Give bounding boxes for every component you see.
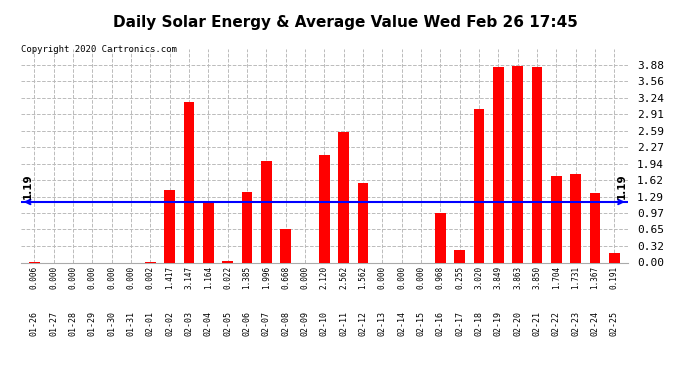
Text: 0.000: 0.000 [378, 266, 387, 290]
Text: 02-03: 02-03 [184, 311, 193, 336]
Text: 02-18: 02-18 [475, 311, 484, 336]
Text: 0.668: 0.668 [281, 266, 290, 290]
Text: 02-09: 02-09 [300, 311, 309, 336]
Text: 3.863: 3.863 [513, 266, 522, 290]
Text: Daily   ($): Daily ($) [583, 21, 652, 31]
Text: 3.020: 3.020 [475, 266, 484, 290]
Text: 02-11: 02-11 [339, 311, 348, 336]
Text: 0.968: 0.968 [436, 266, 445, 290]
Text: 02-07: 02-07 [262, 311, 270, 336]
Text: 02-24: 02-24 [591, 311, 600, 336]
Text: 02-08: 02-08 [281, 311, 290, 336]
Bar [551, 176, 562, 262]
Bar [280, 228, 291, 262]
Bar [473, 109, 484, 262]
Text: 2.562: 2.562 [339, 266, 348, 290]
Bar [164, 190, 175, 262]
Text: 1.704: 1.704 [552, 266, 561, 290]
Bar [203, 203, 214, 262]
Text: 3.850: 3.850 [533, 266, 542, 290]
Text: 01-27: 01-27 [49, 311, 58, 336]
Bar [357, 183, 368, 262]
Text: 0.022: 0.022 [223, 266, 232, 290]
Text: 0.000: 0.000 [397, 266, 406, 290]
Text: 0.000: 0.000 [88, 266, 97, 290]
Text: 0.000: 0.000 [126, 266, 135, 290]
Text: 1.996: 1.996 [262, 266, 270, 290]
Bar [222, 261, 233, 262]
Text: Daily Solar Energy & Average Value Wed Feb 26 17:45: Daily Solar Energy & Average Value Wed F… [112, 15, 578, 30]
Text: 02-23: 02-23 [571, 311, 580, 336]
Text: 02-13: 02-13 [378, 311, 387, 336]
Bar [590, 193, 600, 262]
Text: 0.002: 0.002 [146, 266, 155, 290]
Text: 02-20: 02-20 [513, 311, 522, 336]
Text: 0.000: 0.000 [49, 266, 58, 290]
Text: 1.19: 1.19 [617, 174, 627, 200]
Bar [513, 66, 523, 262]
Text: 01-30: 01-30 [107, 311, 116, 336]
Text: 02-05: 02-05 [223, 311, 232, 336]
Text: 0.000: 0.000 [300, 266, 309, 290]
Bar [609, 253, 620, 262]
Text: 01-29: 01-29 [88, 311, 97, 336]
Text: 1.367: 1.367 [591, 266, 600, 290]
Text: 02-16: 02-16 [436, 311, 445, 336]
Text: 01-28: 01-28 [68, 311, 77, 336]
Text: 02-12: 02-12 [359, 311, 368, 336]
Bar [261, 161, 272, 262]
Text: 0.000: 0.000 [107, 266, 116, 290]
Bar [435, 213, 446, 262]
Text: 02-04: 02-04 [204, 311, 213, 336]
Text: Copyright 2020 Cartronics.com: Copyright 2020 Cartronics.com [21, 45, 177, 54]
Text: 0.191: 0.191 [610, 266, 619, 290]
Text: 3.849: 3.849 [494, 266, 503, 290]
Text: 0.000: 0.000 [68, 266, 77, 290]
Text: 1.562: 1.562 [359, 266, 368, 290]
Bar [454, 249, 465, 262]
Text: 0.006: 0.006 [30, 266, 39, 290]
Text: 02-01: 02-01 [146, 311, 155, 336]
Text: 02-17: 02-17 [455, 311, 464, 336]
Text: 02-19: 02-19 [494, 311, 503, 336]
Bar [319, 154, 330, 262]
Text: 02-10: 02-10 [319, 311, 329, 336]
Text: 2.120: 2.120 [319, 266, 329, 290]
Bar [571, 174, 581, 262]
Bar [493, 67, 504, 262]
Text: Average ($): Average ($) [486, 21, 555, 31]
Text: 02-25: 02-25 [610, 311, 619, 336]
Bar [184, 102, 195, 262]
Text: 02-15: 02-15 [417, 311, 426, 336]
Text: 1.164: 1.164 [204, 266, 213, 290]
Text: 1.19: 1.19 [23, 174, 32, 200]
Text: 01-26: 01-26 [30, 311, 39, 336]
Text: 02-06: 02-06 [242, 311, 251, 336]
Text: 02-14: 02-14 [397, 311, 406, 336]
Text: 02-02: 02-02 [165, 311, 174, 336]
Bar [338, 132, 349, 262]
Text: 1.385: 1.385 [242, 266, 251, 290]
Text: 0.000: 0.000 [417, 266, 426, 290]
Text: 01-31: 01-31 [126, 311, 135, 336]
Text: 1.417: 1.417 [165, 266, 174, 290]
Text: 02-21: 02-21 [533, 311, 542, 336]
Text: 0.255: 0.255 [455, 266, 464, 290]
Text: 1.731: 1.731 [571, 266, 580, 290]
Bar [241, 192, 253, 262]
Text: 02-22: 02-22 [552, 311, 561, 336]
Bar [532, 67, 542, 262]
Text: 3.147: 3.147 [184, 266, 193, 290]
